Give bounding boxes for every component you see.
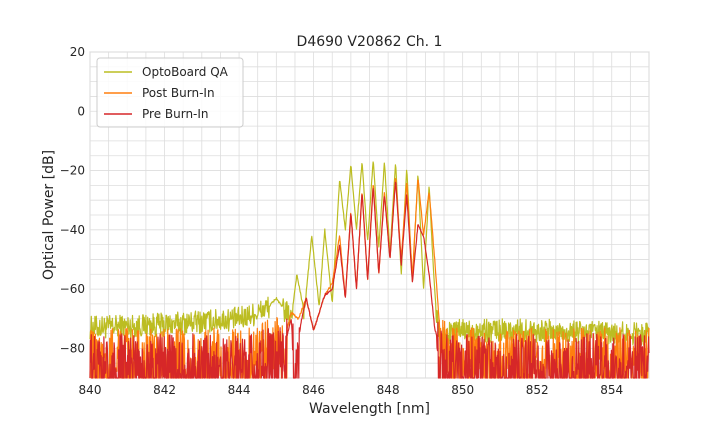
x-tick-label: 842: [153, 383, 176, 397]
series-line-optoboard-qa: [89, 161, 650, 348]
y-tick-label: −80: [60, 341, 85, 355]
y-tick-label: −40: [60, 223, 85, 237]
x-tick-label: 850: [451, 383, 474, 397]
y-tick-label: 20: [70, 45, 85, 59]
x-tick-label: 846: [302, 383, 325, 397]
y-tick-label: 0: [77, 104, 85, 118]
y-tick-label: −60: [60, 282, 85, 296]
x-tick-label: 844: [228, 383, 251, 397]
x-tick-label: 852: [526, 383, 549, 397]
legend-label: Post Burn-In: [142, 86, 215, 100]
legend-frame: [96, 57, 244, 128]
tick-labels: 840 842 844 846 848 850 852 854 20 0 −20 −40 −60 −80: [60, 45, 624, 397]
y-tick-label: −20: [60, 164, 85, 178]
x-axis-label: Wavelength [nm]: [309, 401, 430, 417]
legend: OptoBoard QA Post Burn-In Pre Burn-In: [96, 57, 244, 128]
series-line-pre-burn-in: [89, 181, 650, 379]
x-tick-label: 840: [79, 383, 102, 397]
x-tick-label: 848: [377, 383, 400, 397]
legend-label: Pre Burn-In: [142, 107, 209, 121]
series-layer: [89, 161, 650, 379]
legend-label: OptoBoard QA: [142, 65, 229, 79]
chart-title: D4690 V20862 Ch. 1: [297, 34, 443, 50]
x-tick-label: 854: [600, 383, 623, 397]
y-axis-label: Optical Power [dB]: [41, 150, 57, 280]
